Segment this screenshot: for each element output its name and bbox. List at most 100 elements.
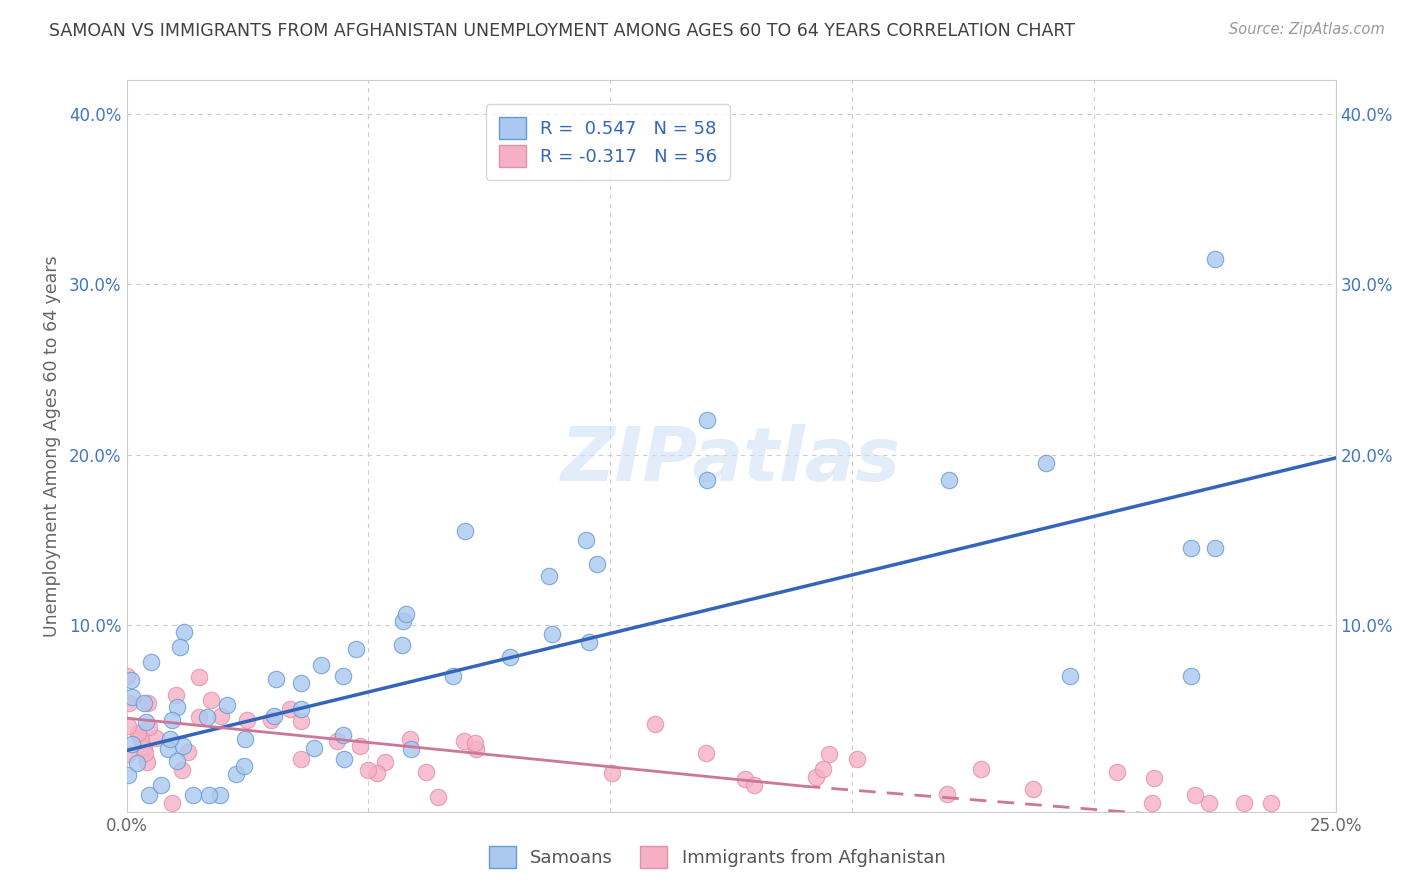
Point (734, 772, 756, 786)
Point (1180, 668, 1202, 682)
Point (117, 747, 139, 762)
Point (1021, 781, 1043, 796)
Point (121, 690, 143, 704)
Point (936, 787, 959, 801)
Point (225, 767, 247, 781)
Point (162, 713, 184, 727)
Point (263, 709, 285, 723)
Point (208, 788, 231, 802)
Point (290, 752, 312, 766)
Point (159, 732, 181, 747)
Point (415, 765, 437, 780)
Point (170, 763, 193, 777)
Y-axis label: Unemployment Among Ages 60 to 64 years: Unemployment Among Ages 60 to 64 years (42, 255, 60, 637)
Point (165, 689, 187, 703)
Point (209, 709, 232, 723)
Point (1059, 668, 1081, 682)
Point (233, 731, 256, 746)
Text: SAMOAN VS IMMIGRANTS FROM AFGHANISTAN UNEMPLOYMENT AMONG AGES 60 TO 64 YEARS COR: SAMOAN VS IMMIGRANTS FROM AFGHANISTAN UN… (49, 22, 1076, 40)
Point (332, 728, 354, 742)
Point (188, 709, 211, 723)
Point (499, 650, 522, 665)
Point (374, 756, 396, 770)
Point (817, 747, 839, 762)
Point (160, 796, 183, 810)
Point (121, 737, 143, 751)
Point (1143, 771, 1166, 785)
Point (1180, 541, 1202, 555)
Point (166, 699, 188, 714)
Point (236, 713, 259, 727)
Point (195, 710, 218, 724)
Point (278, 702, 301, 716)
Point (813, 762, 835, 776)
Point (326, 734, 349, 748)
Point (232, 758, 254, 772)
Point (141, 655, 163, 669)
Point (166, 754, 188, 768)
Point (465, 742, 488, 756)
Point (117, 719, 139, 733)
Point (136, 696, 159, 710)
Point (1198, 796, 1220, 810)
Point (804, 770, 827, 784)
Point (169, 640, 191, 655)
Point (1184, 788, 1206, 802)
Point (1260, 796, 1282, 810)
Point (259, 713, 281, 727)
Point (121, 673, 143, 687)
Point (132, 696, 155, 710)
Point (198, 788, 221, 802)
Point (845, 752, 868, 766)
Point (399, 742, 422, 756)
Point (391, 638, 413, 652)
Point (453, 734, 475, 748)
Point (540, 627, 562, 641)
Point (1105, 765, 1128, 780)
Point (128, 730, 150, 744)
Point (290, 701, 312, 715)
Point (1035, 456, 1057, 470)
Point (1140, 796, 1163, 810)
Point (217, 698, 239, 713)
Point (181, 788, 204, 802)
Point (138, 788, 160, 802)
Point (395, 607, 418, 621)
Point (454, 524, 477, 538)
Point (172, 739, 194, 753)
Point (349, 739, 371, 754)
Point (332, 669, 354, 683)
Point (600, 766, 623, 780)
Point (134, 746, 156, 760)
Point (344, 642, 367, 657)
Point (441, 669, 464, 683)
Point (333, 752, 356, 766)
Point (132, 740, 155, 755)
Point (366, 766, 388, 780)
Point (115, 669, 138, 683)
Point (264, 672, 287, 686)
Point (938, 473, 960, 487)
Point (464, 737, 486, 751)
Point (145, 731, 167, 745)
Point (150, 778, 173, 792)
Point (585, 558, 607, 572)
Text: ZIPatlas: ZIPatlas (561, 424, 901, 497)
Point (357, 763, 380, 777)
Point (177, 745, 200, 759)
Point (696, 473, 718, 487)
Point (135, 714, 157, 729)
Point (157, 742, 180, 756)
Point (125, 756, 148, 770)
Point (290, 714, 312, 728)
Legend: R =  0.547   N = 58, R = -0.317   N = 56: R = 0.547 N = 58, R = -0.317 N = 56 (486, 104, 730, 179)
Point (304, 740, 326, 755)
Point (537, 568, 560, 582)
Point (970, 762, 993, 776)
Point (1204, 541, 1226, 555)
Point (136, 755, 159, 769)
Point (187, 670, 209, 684)
Point (127, 725, 149, 739)
Point (129, 732, 152, 747)
Point (644, 717, 666, 731)
